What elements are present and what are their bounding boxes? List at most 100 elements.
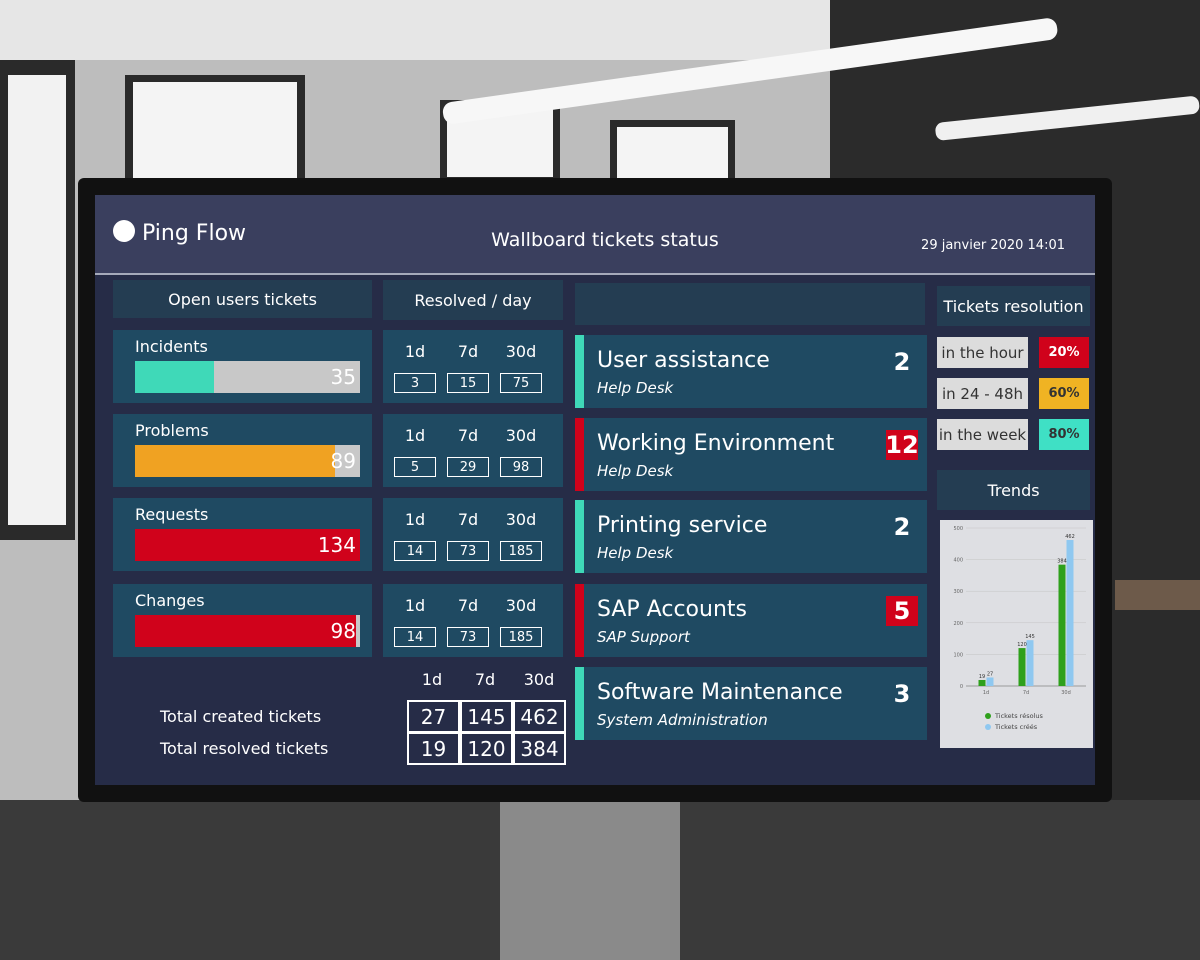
period-label: 30d [505,425,537,445]
total-cell: 27 [407,700,460,733]
period-label: 1d [404,509,426,529]
service-name: SAP Accounts [597,596,747,622]
bar-fill [135,615,356,647]
bar-value-label: 27 [987,671,993,677]
resolved-count: 75 [500,373,542,393]
service-group: System Administration [597,711,768,729]
y-tick-label: 0 [960,684,963,690]
service-count: 3 [893,680,911,708]
window [617,127,728,180]
trends-chart: 0 100 200 300 400 500 1d 19 27 7d 120 145 30d 384 462 T… [940,520,1093,748]
ticket-count: 98 [330,619,356,643]
service-count: 5 [886,596,918,626]
period-label: 7d [457,509,479,529]
service-panel [575,418,927,491]
resolution-value: 60% [1039,378,1089,409]
total-label: Total created tickets [160,706,322,726]
datetime: 29 janvier 2020 14:01 [921,237,1065,253]
resolved-count: 14 [394,541,436,561]
resolved-count: 15 [447,373,489,393]
x-tick-label: 7d [1023,690,1029,696]
resolution-label: in the hour [937,337,1028,368]
panel-header: Resolved / day [383,280,563,320]
period-label: 7d [457,341,479,361]
ticket-count: 89 [330,449,356,473]
resolved-count: 73 [447,627,489,647]
bar-value-label: 120 [1017,642,1027,648]
service-name: Printing service [597,512,768,538]
bar-value-label: 384 [1057,559,1067,565]
resolved-panel [383,330,563,403]
ceiling-light [935,96,1200,141]
resolution-value: 20% [1039,337,1089,368]
period-label: 30d [505,595,537,615]
x-tick-label: 30d [1061,690,1071,696]
service-group: Help Desk [597,462,674,480]
ticket-label: Requests [135,504,209,524]
period-label: 30d [505,341,537,361]
y-tick-label: 400 [953,558,963,564]
stand [500,790,680,960]
panel-header: Tickets resolution [937,286,1090,326]
service-group: SAP Support [597,628,690,646]
resolved-count: 5 [394,457,436,477]
y-tick-label: 300 [953,589,963,595]
period-label: 7d [457,595,479,615]
legend-label: Tickets créés [994,723,1038,731]
resolution-value: 80% [1039,419,1089,450]
bar-track: 98 [135,615,360,647]
service-accent [575,335,584,408]
window [133,82,297,178]
resolution-label: in 24 - 48h [937,378,1028,409]
service-accent [575,584,584,657]
legend-swatch [985,713,991,719]
resolved-panel [383,584,563,657]
bar-fill [135,445,336,477]
period-label: 30d [523,669,555,689]
total-cell: 120 [460,732,513,765]
period-label: 1d [404,595,426,615]
bar-track: 35 [135,361,360,393]
service-accent [575,418,584,491]
resolved-count: 185 [500,541,542,561]
resolved-count: 29 [447,457,489,477]
total-cell: 462 [513,700,566,733]
bar-track: 134 [135,529,360,561]
logo-icon [113,220,135,242]
resolution-label: in the week [937,419,1028,450]
ticket-label: Problems [135,420,209,440]
y-tick-label: 100 [953,652,963,658]
period-label: 30d [505,509,537,529]
bar-value-label: 462 [1065,534,1075,540]
bar-value-label: 19 [979,674,985,680]
period-label: 7d [457,425,479,445]
ceiling-light [442,18,1058,124]
bar [1066,540,1074,686]
service-group: Help Desk [597,379,674,397]
bar [1058,564,1066,686]
total-cell: 384 [513,732,566,765]
bar [986,677,994,686]
bar [1018,648,1026,686]
service-accent [575,667,584,740]
service-panel [575,584,927,657]
period-label: 1d [421,669,443,689]
resolved-count: 185 [500,627,542,647]
services-header [575,283,925,325]
bar-value-label: 145 [1025,634,1035,640]
period-label: 1d [404,425,426,445]
ticket-label: Changes [135,590,205,610]
desk [1115,580,1200,610]
ticket-count: 35 [330,365,356,389]
y-tick-label: 500 [953,526,963,532]
ticket-count: 134 [317,533,356,557]
header-bar [95,195,1095,273]
total-cell: 145 [460,700,513,733]
bar-fill [135,529,360,561]
service-name: Software Maintenance [597,679,843,705]
bar-track: 89 [135,445,360,477]
period-label: 1d [404,341,426,361]
resolved-panel [383,414,563,487]
bar [1026,640,1034,686]
